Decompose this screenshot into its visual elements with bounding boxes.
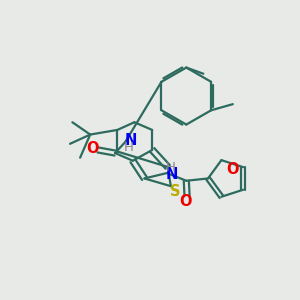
- Text: H: H: [124, 141, 134, 154]
- Text: O: O: [179, 194, 191, 209]
- Text: H: H: [166, 161, 176, 175]
- Text: S: S: [170, 184, 180, 199]
- Text: O: O: [226, 162, 239, 177]
- Text: N: N: [166, 167, 178, 182]
- Text: O: O: [87, 141, 99, 156]
- Text: N: N: [124, 133, 136, 148]
